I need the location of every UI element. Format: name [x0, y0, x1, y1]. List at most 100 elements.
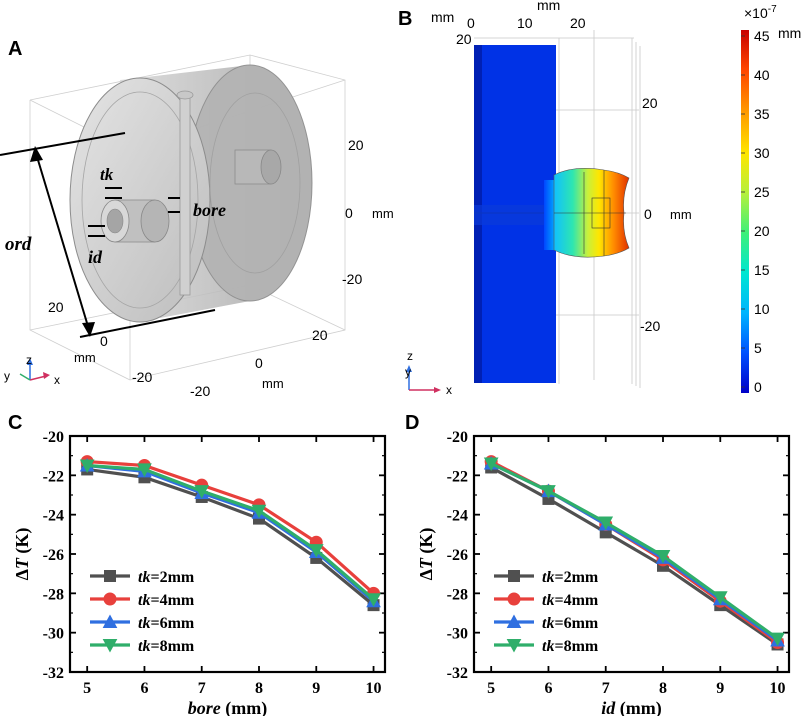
legend-marker — [104, 570, 116, 582]
y-tick-label: -22 — [447, 468, 468, 485]
x-tick-label: 5 — [83, 680, 91, 697]
legend-marker — [103, 592, 117, 606]
legend-marker — [102, 639, 118, 653]
y-tick-label: -24 — [43, 508, 64, 525]
y-tick-label: -20 — [447, 429, 468, 446]
a-right-unit: mm — [372, 206, 394, 221]
x-axis-label: id (mm) — [601, 698, 662, 716]
legend-entry: tk=6mm — [494, 614, 599, 632]
x-tick-label: 10 — [770, 680, 786, 697]
a-bottom-right-tick-1: 20 — [312, 327, 328, 343]
legend-marker — [507, 592, 521, 606]
legend-label: tk=6mm — [542, 615, 599, 632]
legend-entry: tk=4mm — [90, 592, 195, 609]
y-tick-label: -30 — [447, 626, 468, 643]
x-tick-label: 8 — [255, 680, 263, 697]
b-axis-x: x — [446, 383, 452, 397]
colorbar-tick-label: 0 — [754, 379, 762, 395]
b-top-tick-0: 0 — [467, 15, 475, 31]
colorbar-tick-label: 35 — [754, 106, 770, 122]
b-right-tick-neg20: -20 — [640, 318, 660, 334]
x-tick-label: 6 — [544, 680, 552, 697]
y-tick-label: -32 — [447, 665, 468, 682]
b-neck — [544, 180, 556, 250]
legend-label: tk=8mm — [138, 638, 195, 655]
ord-arrow-bottom — [82, 322, 95, 337]
data-point — [308, 544, 324, 558]
y-tick-label: -26 — [43, 547, 64, 564]
a-bottom-right-tick-3: -20 — [190, 383, 210, 399]
b-axis-triad: z y x — [405, 349, 452, 397]
a-bottom-unit: mm — [262, 376, 284, 391]
b-axis-y: y — [405, 365, 411, 379]
panel-d-letter: D — [405, 412, 420, 434]
series-line — [87, 463, 375, 603]
data-point — [251, 504, 267, 519]
legend-label: tk=2mm — [138, 569, 195, 586]
panel-b-letter: B — [398, 8, 413, 30]
x-axis-label: bore (mm) — [188, 698, 267, 716]
x-tick-label: 6 — [140, 680, 148, 697]
legend-label: tk=4mm — [542, 592, 599, 609]
series-2 — [79, 457, 381, 608]
legend-marker — [506, 639, 522, 653]
legend-marker — [102, 614, 118, 628]
a-axis-y: y — [4, 369, 10, 383]
b-colorbar-ticks: 45 40 35 30 25 20 15 10 5 0 — [741, 28, 770, 395]
x-tick-label: 7 — [602, 680, 610, 697]
y-tick-label: -28 — [447, 586, 468, 603]
x-tick-label: 5 — [487, 680, 495, 697]
b-top-tick-20: 20 — [570, 15, 586, 31]
legend-entry: tk=2mm — [494, 569, 599, 586]
x-tick-label: 9 — [716, 680, 724, 697]
data-point — [79, 459, 95, 474]
data-point — [137, 463, 152, 477]
legend-label: tk=2mm — [542, 569, 599, 586]
y-tick-label: -26 — [447, 547, 468, 564]
panel-a-figure: tk bore ord id 20 0 mm -20 20 0 mm -20 2… — [0, 54, 394, 399]
data-point — [541, 485, 556, 499]
chart-d: 5 6 7 8 9 10 -20 -22 -24 -26 -28 -30 -32 id (mm) ΔT (K… — [416, 429, 791, 716]
colorbar-tick-label: 45 — [754, 28, 770, 44]
a-bottom-left-tick-2: 0 — [100, 333, 108, 349]
b-left-value: 20 — [456, 31, 472, 47]
b-colorbar — [741, 30, 749, 393]
y-axis-label: ΔT (K) — [416, 528, 437, 581]
x-tick-label: 10 — [366, 680, 382, 697]
series-3 — [79, 459, 381, 607]
plot-frame — [68, 434, 387, 674]
b-top-unit-left: mm — [431, 9, 454, 25]
y-tick-label: -20 — [43, 429, 64, 446]
panel-b-figure: mm 0 mm 10 20 20 20 0 mm -20 z y — [405, 0, 801, 397]
label-tk: tk — [100, 165, 114, 184]
a-bottom-left-tick-3: -20 — [132, 369, 152, 385]
a-axis-triad: z y x — [4, 353, 60, 387]
b-axis-z: z — [407, 349, 413, 363]
colorbar-tick-label: 15 — [754, 262, 770, 278]
colorbar-tick-label: 30 — [754, 145, 770, 161]
series-line — [490, 462, 779, 640]
series-line — [490, 466, 779, 646]
legend-entry: tk=4mm — [494, 592, 599, 609]
x-tick-label: 9 — [312, 680, 320, 697]
b-right-tick-20: 20 — [642, 95, 658, 111]
plot-frame — [472, 434, 791, 674]
panel-a-letter: A — [8, 38, 23, 60]
b-colorbar-exponent: ×10-7 — [744, 4, 777, 21]
a-right-tick-3: -20 — [342, 271, 362, 287]
data-point — [770, 632, 785, 647]
legend-label: tk=4mm — [138, 592, 195, 609]
colorbar-tick-label: 25 — [754, 184, 770, 200]
dimension-lines — [0, 132, 216, 338]
series-line — [87, 459, 375, 595]
a-bottom-right-tick-2: 0 — [255, 355, 263, 371]
a-left-unit: mm — [74, 350, 96, 365]
b-colorbar-unit: mm — [778, 25, 801, 41]
colorbar-tick-label: 40 — [754, 67, 770, 83]
a-axis-x: x — [54, 373, 60, 387]
series-line — [87, 463, 375, 601]
legend-marker — [508, 570, 520, 582]
y-axis-label: ΔT (K) — [12, 528, 33, 581]
legend-label: tk=8mm — [542, 638, 599, 655]
y-tick-label: -24 — [447, 508, 468, 525]
